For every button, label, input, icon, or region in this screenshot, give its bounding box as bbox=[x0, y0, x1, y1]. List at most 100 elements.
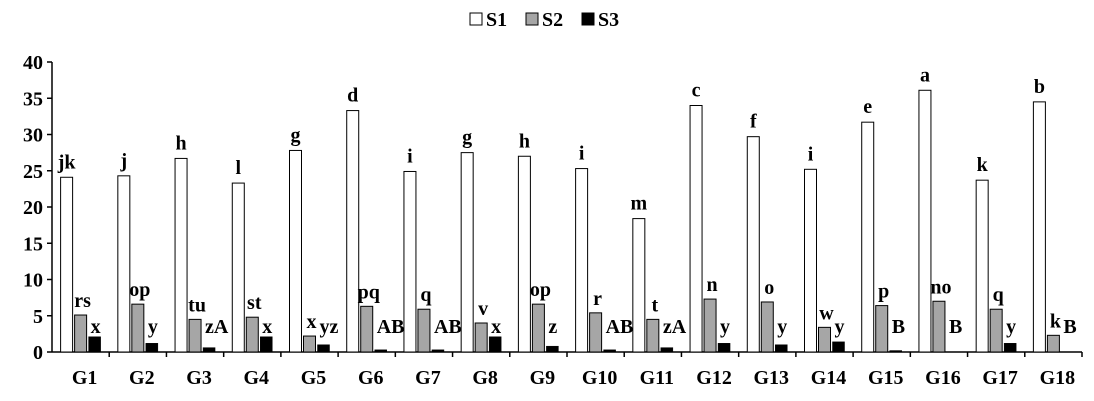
bar-s2 bbox=[589, 312, 603, 353]
bar-s2 bbox=[417, 308, 431, 353]
bar-s1 bbox=[117, 175, 131, 353]
bar-label-s1: k bbox=[977, 154, 989, 176]
bar-label-s2: tu bbox=[188, 294, 206, 316]
bar-s1 bbox=[689, 105, 703, 353]
bar-s2 bbox=[932, 300, 946, 353]
bar-s3 bbox=[603, 349, 616, 353]
bar-s3 bbox=[145, 343, 159, 353]
x-tick-label: G12 bbox=[696, 367, 732, 389]
bar-label-s1: i bbox=[808, 143, 814, 165]
bar-s3 bbox=[374, 349, 387, 353]
bar-s2 bbox=[303, 335, 316, 353]
y-tick-label: 35 bbox=[23, 88, 43, 110]
x-tick-label: G10 bbox=[582, 367, 618, 389]
bar-label-s2: st bbox=[247, 292, 262, 314]
x-tick-label: G17 bbox=[982, 367, 1018, 389]
bar-label-s2: t bbox=[651, 294, 658, 316]
bar-label-s1: h bbox=[519, 130, 530, 152]
bar-s2 bbox=[760, 301, 774, 353]
bar-label-s2: q bbox=[420, 284, 431, 306]
bar-label-s3: y bbox=[148, 316, 158, 338]
legend-label-s1: S1 bbox=[486, 9, 507, 31]
bar-s1 bbox=[346, 110, 360, 353]
bar-s1 bbox=[403, 170, 417, 353]
bar-label-s3: yz bbox=[320, 316, 339, 338]
bar-s1 bbox=[60, 176, 74, 353]
bar-label-s2: rs bbox=[74, 290, 91, 312]
bar-s3 bbox=[488, 336, 502, 353]
bar-s1 bbox=[460, 152, 474, 353]
legend-swatch-s2 bbox=[525, 12, 539, 26]
bar-s2 bbox=[131, 303, 145, 353]
bar-label-s2: op bbox=[530, 279, 551, 301]
bar-label-s1: i bbox=[579, 143, 585, 165]
legend: S1 S2 S3 bbox=[469, 9, 619, 31]
y-tick-label: 20 bbox=[23, 197, 43, 219]
x-tick-label: G6 bbox=[358, 367, 384, 389]
x-tick-label: G4 bbox=[243, 367, 269, 389]
y-tick-label: 30 bbox=[23, 125, 43, 147]
bar-label-s3: AB bbox=[377, 316, 405, 338]
bar-s2 bbox=[989, 308, 1003, 353]
bar-s2 bbox=[474, 322, 488, 353]
x-tick-label: G2 bbox=[129, 367, 155, 389]
bar-s1 bbox=[289, 149, 302, 353]
bar-s3 bbox=[317, 344, 330, 353]
bar-s3 bbox=[260, 336, 273, 353]
x-tick-label: G1 bbox=[72, 367, 98, 389]
bar-s2 bbox=[531, 303, 545, 353]
y-tick-label: 5 bbox=[33, 306, 43, 328]
y-tick-label: 25 bbox=[23, 161, 43, 183]
bar-s2 bbox=[703, 298, 717, 353]
bar-label-s2: q bbox=[993, 284, 1004, 306]
bar-label-s3: y bbox=[835, 316, 845, 338]
bar-label-s3: y bbox=[777, 316, 787, 338]
bar-label-s3: AB bbox=[434, 316, 462, 338]
bar-label-s2: pq bbox=[358, 281, 380, 303]
bar-s1 bbox=[804, 168, 817, 353]
x-tick-label: G9 bbox=[530, 367, 556, 389]
bar-s2 bbox=[1046, 334, 1060, 353]
x-tick-label: G14 bbox=[811, 367, 847, 389]
x-tick-label: G7 bbox=[415, 367, 441, 389]
y-tick-label: 0 bbox=[33, 342, 43, 364]
bar-label-s1: g bbox=[291, 124, 301, 146]
bar-label-s1: m bbox=[630, 193, 647, 215]
bar-label-s1: e bbox=[863, 96, 872, 118]
bar-label-s1: j bbox=[119, 150, 127, 172]
bar-s3 bbox=[202, 347, 216, 353]
bar-s3 bbox=[775, 344, 788, 353]
x-tick-label: G18 bbox=[1040, 367, 1076, 389]
bar-label-s1: i bbox=[407, 145, 413, 167]
bar-label-s3: y bbox=[1006, 316, 1016, 338]
bar-s3 bbox=[660, 347, 674, 353]
y-tick-label: 10 bbox=[23, 270, 43, 292]
bar-label-s3: zA bbox=[663, 316, 687, 338]
bar-s2 bbox=[646, 318, 660, 353]
bar-s2 bbox=[818, 326, 831, 353]
bar-s3 bbox=[1003, 343, 1017, 353]
bar-label-s3: B bbox=[1063, 316, 1076, 338]
bar-label-s2: r bbox=[593, 288, 602, 310]
y-tick-label: 40 bbox=[23, 52, 43, 74]
x-tick-label: G11 bbox=[640, 367, 674, 389]
bar-s3 bbox=[546, 345, 559, 353]
bar-s1 bbox=[975, 179, 989, 353]
bar-s1 bbox=[632, 218, 646, 353]
bar-s2 bbox=[245, 316, 259, 353]
bar-label-s2: p bbox=[878, 281, 889, 303]
x-tick-label: G8 bbox=[472, 367, 498, 389]
bar-label-s3: y bbox=[720, 316, 730, 338]
bar-label-s2: k bbox=[1050, 310, 1062, 332]
bar-label-s1: l bbox=[235, 157, 241, 179]
bar-label-s1: c bbox=[692, 80, 701, 102]
bar-label-s2: v bbox=[478, 298, 488, 320]
y-tick-label: 15 bbox=[23, 233, 43, 255]
bar-s2 bbox=[74, 314, 88, 353]
bar-label-s3: z bbox=[548, 316, 557, 338]
bar-label-s2: w bbox=[819, 302, 834, 324]
bar-s1 bbox=[861, 121, 875, 353]
